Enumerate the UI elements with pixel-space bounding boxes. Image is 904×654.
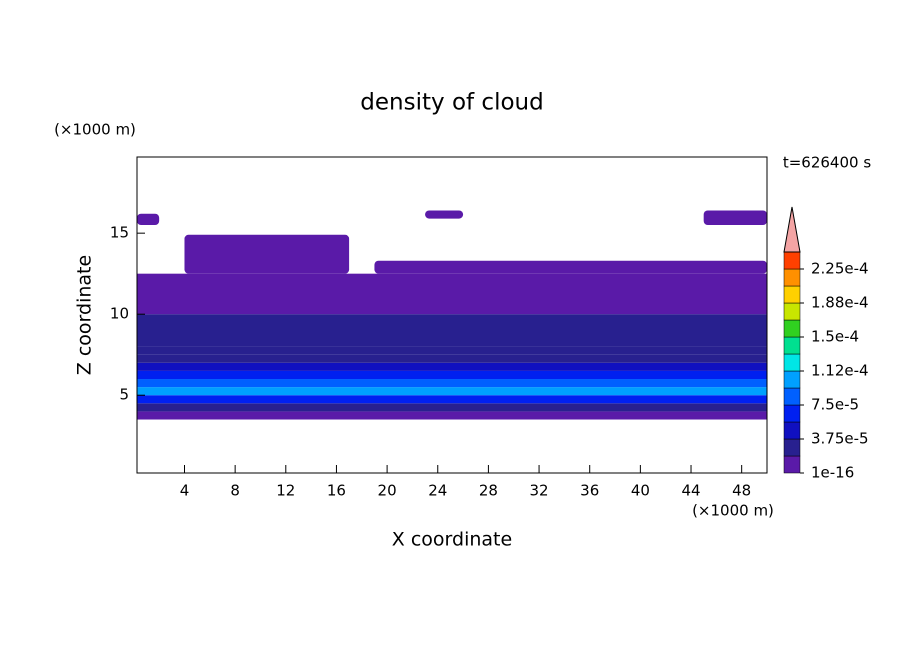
y-tick-label: 5	[119, 386, 129, 404]
y-axis-label: Z coordinate	[74, 255, 96, 375]
colorbar-tick-label: 7.5e-5	[811, 396, 859, 414]
contour-patch	[137, 213, 160, 226]
x-tick-label: 4	[180, 482, 190, 500]
colorbar-box	[783, 370, 801, 389]
x-axis-label: X coordinate	[392, 529, 512, 551]
y-tick-label: 15	[110, 224, 129, 242]
contour-band	[137, 314, 767, 347]
colorbar-box	[783, 387, 801, 406]
y-tick-label: 10	[110, 305, 129, 323]
x-tick-label: 48	[732, 482, 751, 500]
colorbar-box	[783, 421, 801, 440]
colorbar-tick-label: 1.12e-4	[811, 362, 869, 380]
colorbar-box	[783, 302, 801, 321]
contour-patch	[184, 234, 350, 274]
contour-band	[137, 387, 767, 396]
x-unit: (×1000 m)	[692, 502, 774, 520]
colorbar-tick-label: 1.88e-4	[811, 294, 869, 312]
contour-band	[137, 395, 767, 404]
contour-band	[137, 379, 767, 388]
contour-patch	[374, 260, 767, 274]
colorbar-tick-label: 2.25e-4	[811, 260, 869, 278]
contour-patch	[425, 210, 464, 219]
colorbar-box	[783, 268, 801, 287]
plot-frame	[136, 156, 768, 474]
contour-patch	[703, 210, 767, 226]
time-label: t=626400 s	[783, 154, 871, 172]
contour-band	[137, 403, 767, 412]
colorbar-box	[783, 251, 801, 270]
chart-title: density of cloud	[360, 90, 543, 116]
y-unit: (×1000 m)	[54, 121, 136, 139]
colorbar-tick-label: 1.5e-4	[811, 328, 859, 346]
x-tick-label: 32	[530, 482, 549, 500]
colorbar-box	[783, 319, 801, 338]
x-tick-label: 44	[681, 482, 700, 500]
contour-band	[137, 346, 767, 355]
colorbar-tick-label: 1e-16	[811, 464, 854, 482]
colorbar-box	[783, 353, 801, 372]
contour-band	[137, 362, 767, 371]
contour-band	[137, 370, 767, 380]
colorbar-box	[783, 404, 801, 423]
contour-band	[137, 273, 767, 315]
x-tick-label: 8	[230, 482, 240, 500]
colorbar-over	[783, 206, 801, 253]
colorbar-box	[783, 438, 801, 457]
x-tick-label: 28	[479, 482, 498, 500]
x-tick-label: 16	[327, 482, 346, 500]
contour-band	[137, 411, 767, 420]
colorbar-box	[783, 285, 801, 304]
x-tick-label: 24	[428, 482, 447, 500]
x-tick-label: 36	[580, 482, 599, 500]
contour-band	[137, 354, 767, 363]
x-tick-label: 40	[631, 482, 650, 500]
colorbar-tick-label: 3.75e-5	[811, 430, 869, 448]
colorbar-box	[783, 455, 801, 474]
x-tick-label: 20	[378, 482, 397, 500]
colorbar-box	[783, 336, 801, 355]
x-tick-label: 12	[276, 482, 295, 500]
